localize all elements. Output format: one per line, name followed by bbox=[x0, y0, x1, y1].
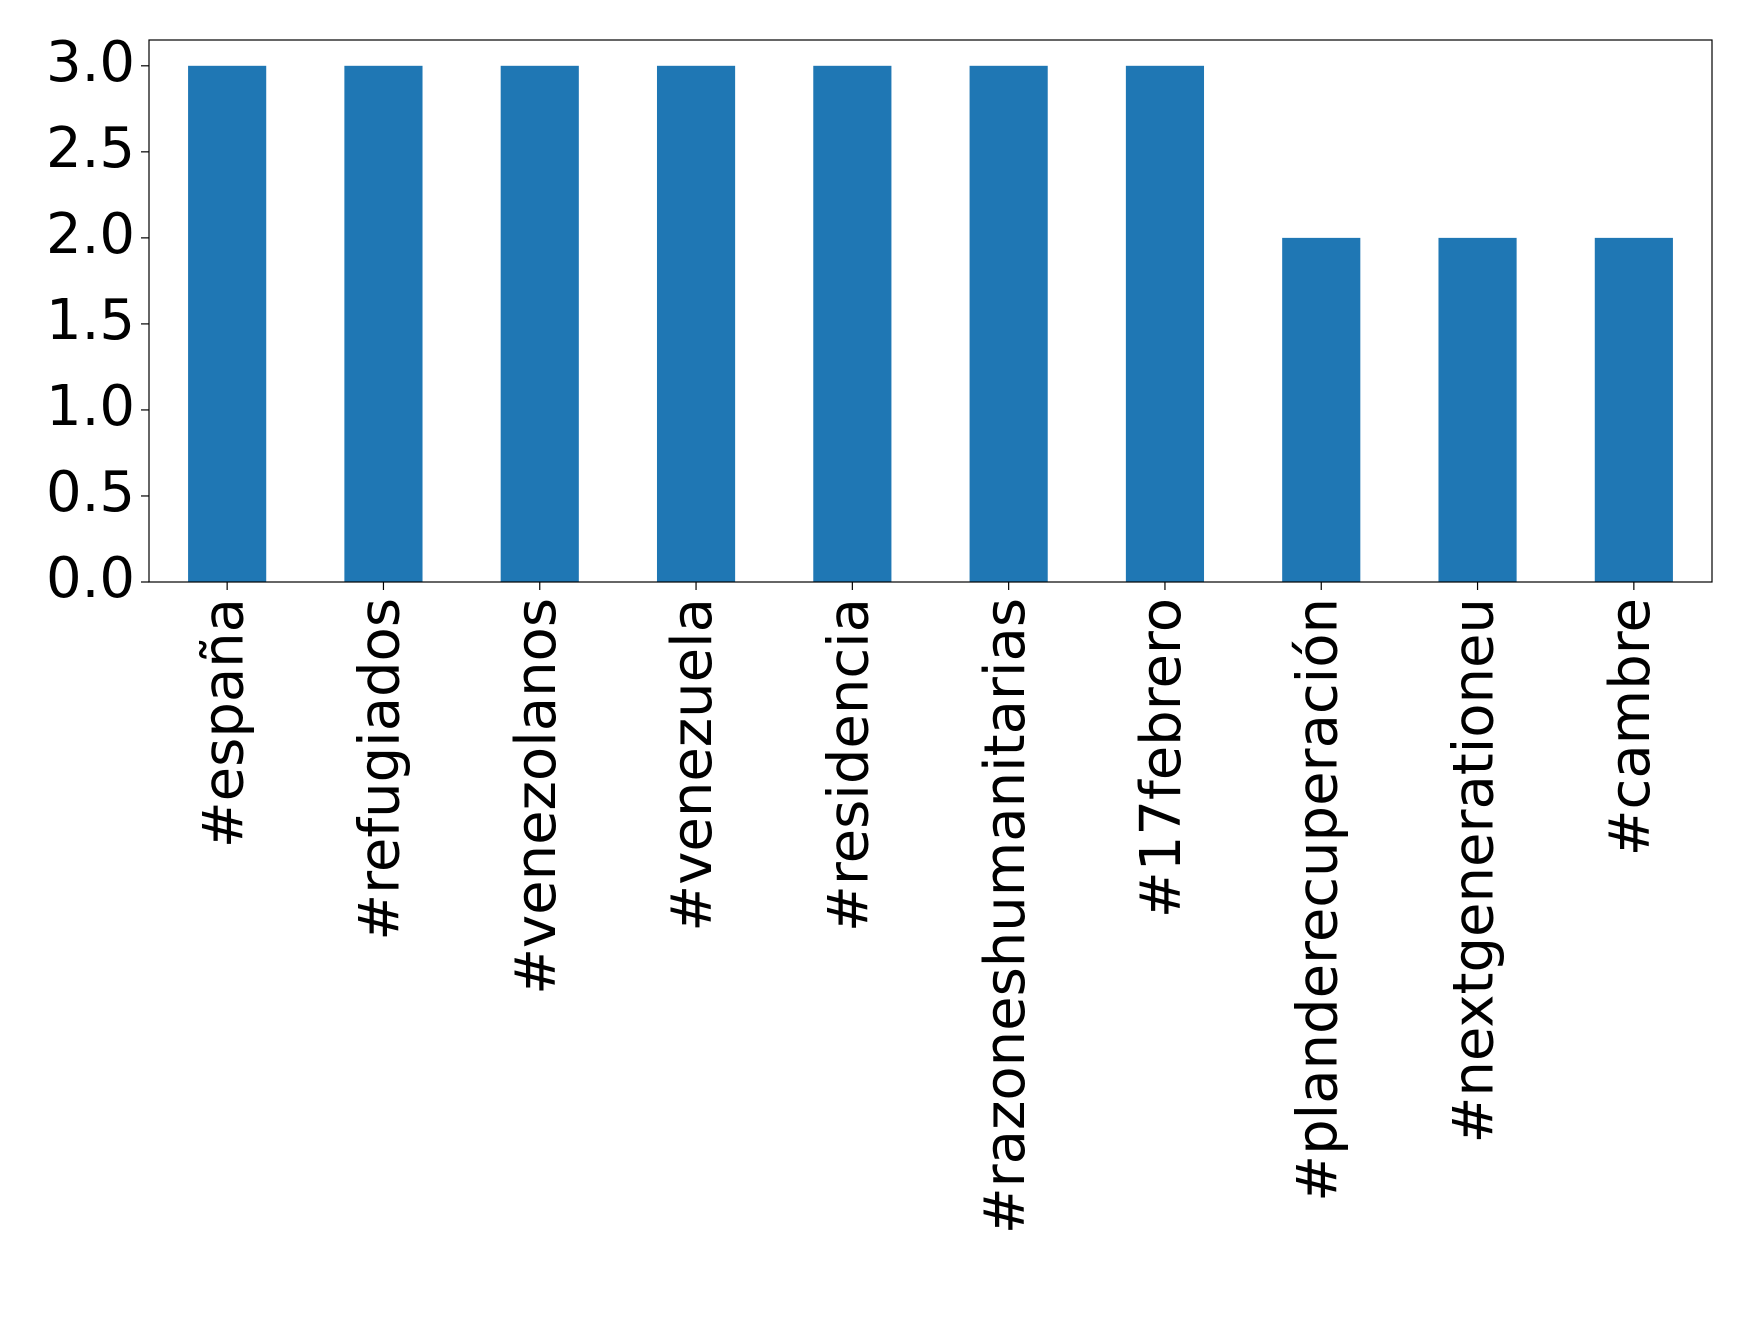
x-tick-label: #cambre bbox=[1598, 598, 1663, 856]
x-tick-label: #17febrero bbox=[1129, 598, 1194, 918]
bar bbox=[344, 65, 423, 583]
y-tick-label: 0.0 bbox=[46, 546, 135, 611]
x-tick-label: #refugiados bbox=[348, 598, 413, 941]
bar bbox=[500, 65, 579, 583]
x-tick-label: #venezuela bbox=[660, 598, 725, 932]
y-tick-label: 3.0 bbox=[46, 30, 135, 95]
x-tick-label: #nextgenerationeu bbox=[1442, 598, 1507, 1143]
y-tick-label: 0.5 bbox=[46, 460, 135, 525]
x-tick-label: #españa bbox=[191, 598, 256, 848]
y-tick-label: 2.5 bbox=[46, 116, 135, 181]
bar bbox=[1438, 237, 1517, 582]
x-tick-label: #razoneshumanitarias bbox=[973, 598, 1038, 1234]
bar bbox=[969, 65, 1048, 583]
bar bbox=[1282, 237, 1361, 582]
plot-frame bbox=[148, 39, 1713, 583]
bar bbox=[813, 65, 892, 583]
y-tick-label: 1.0 bbox=[46, 374, 135, 439]
y-tick-label: 2.0 bbox=[46, 202, 135, 267]
bar bbox=[656, 65, 736, 583]
x-tick-label: #planderecuperación bbox=[1285, 598, 1350, 1202]
x-tick-label: #venezolanos bbox=[504, 598, 569, 995]
x-tick-label: #residencia bbox=[816, 598, 881, 932]
bar bbox=[1125, 65, 1205, 583]
bar bbox=[188, 65, 267, 583]
bar bbox=[1594, 237, 1673, 582]
y-tick-label: 1.5 bbox=[46, 288, 135, 353]
